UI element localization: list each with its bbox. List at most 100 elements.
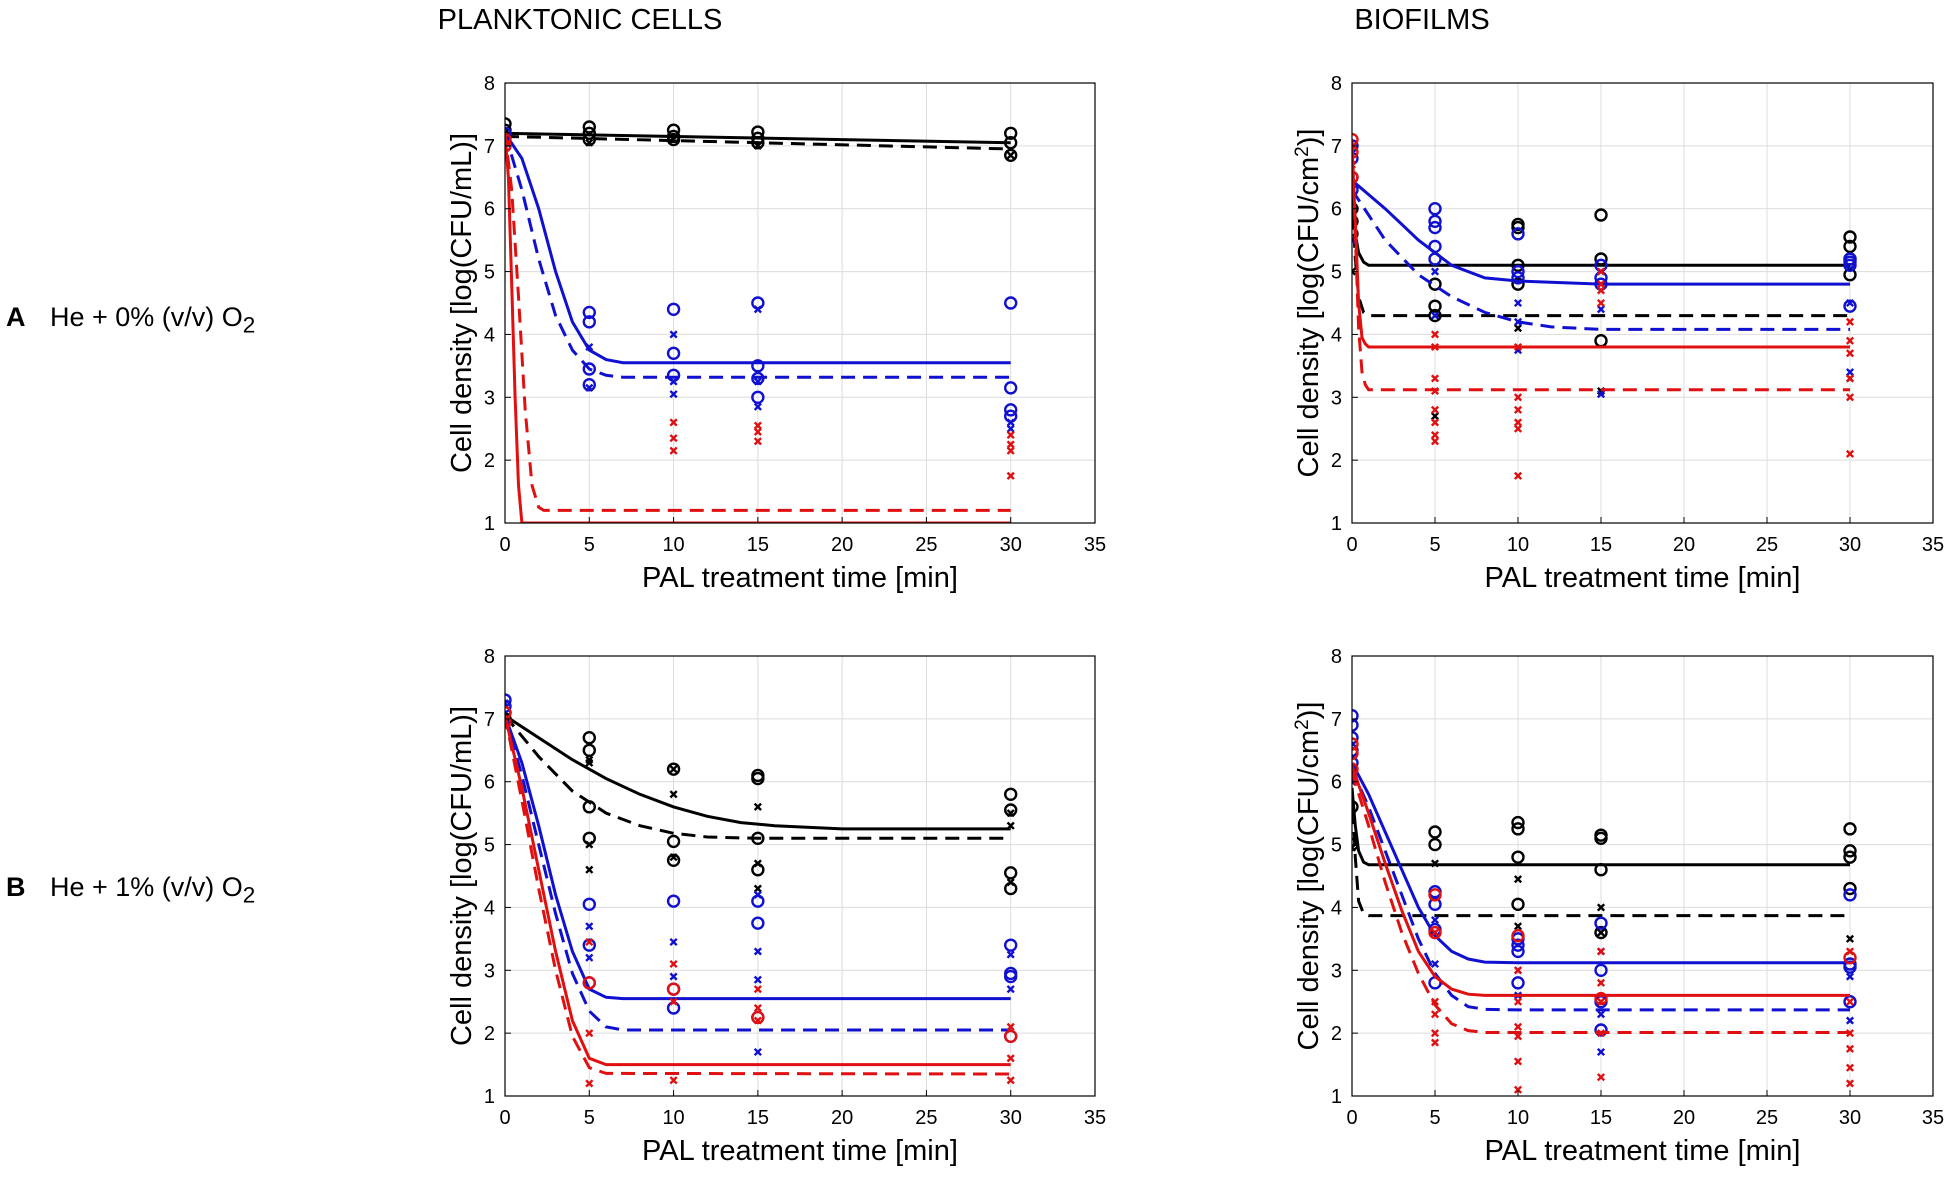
data-point-circle-blue — [1843, 960, 1857, 974]
data-point-cross-blue — [1845, 368, 1855, 377]
data-point-cross-red — [753, 985, 762, 994]
data-point-cross-blue — [753, 975, 762, 984]
data-point-cross-red — [1430, 430, 1440, 440]
y-tick-label: 6 — [484, 772, 495, 794]
data-point-cross-red — [1845, 947, 1855, 956]
data-point-cross-black — [753, 141, 762, 150]
data-point-cross-black — [669, 765, 678, 774]
data-point-circle-blue — [1511, 976, 1525, 990]
data-point-circle-red — [1428, 888, 1442, 902]
data-point-cross-black — [1352, 267, 1357, 276]
data-point-circle-blue — [1428, 202, 1442, 216]
data-point-cross-black — [1596, 903, 1606, 912]
data-point-circle-blue — [1428, 252, 1442, 266]
data-point-circle-blue — [751, 359, 765, 373]
row-label-a: A He + 0% (v/v) O2 — [6, 302, 255, 338]
data-point-circle-blue — [505, 699, 512, 713]
data-point-circle-black — [1352, 800, 1359, 814]
data-point-cross-red — [1596, 997, 1606, 1006]
data-point-cross-blue — [753, 1047, 762, 1057]
fit-curve-red-solid — [1352, 765, 1850, 997]
data-point-circle-blue — [751, 390, 765, 404]
data-point-circle-black — [1004, 866, 1018, 880]
column-title-biofilms: BIOFILMS — [1354, 4, 1490, 36]
data-point-circle-black — [1511, 277, 1525, 291]
x-tick-label: 25 — [915, 1107, 937, 1129]
fit-curve-blue-dashed — [1352, 189, 1850, 331]
data-point-circle-red — [1511, 929, 1525, 943]
data-point-circle-black — [582, 743, 596, 757]
data-point-cross-red — [1845, 336, 1855, 345]
fit-curve-blue-dashed — [505, 715, 1011, 1032]
data-point-circle-red — [1594, 991, 1608, 1006]
data-point-circle-black — [1594, 831, 1608, 845]
data-point-cross-blue — [1006, 950, 1015, 959]
x-tick-label: 20 — [1673, 1107, 1695, 1129]
data-point-cross-red — [1513, 1057, 1523, 1066]
y-tick-label: 4 — [1331, 897, 1342, 919]
x-tick-label: 30 — [1000, 534, 1022, 556]
data-point-circle-red — [1352, 145, 1359, 159]
y-tick-label: 6 — [1331, 772, 1342, 794]
plot-area — [1352, 656, 1933, 1096]
y-axis-title: Cell density [log(CFU/cm2)] — [1292, 129, 1325, 478]
data-point-circle-blue — [751, 916, 765, 930]
fit-curve-red-dashed — [505, 133, 1011, 512]
data-point-circle-black — [1843, 239, 1857, 254]
x-tick-label: 35 — [1922, 534, 1944, 556]
y-tick-label: 3 — [484, 960, 495, 982]
y-axis-title-close: )] — [1293, 702, 1325, 720]
data-point-circle-blue — [666, 302, 681, 316]
data-point-cross-red — [1513, 405, 1523, 414]
data-point-circle-black — [582, 120, 596, 134]
data-point-cross-red — [1513, 424, 1523, 433]
data-point-circle-blue — [1428, 239, 1442, 254]
plot-area — [505, 656, 1095, 1096]
data-point-cross-red — [1006, 446, 1015, 455]
data-point-cross-red — [1845, 1079, 1855, 1088]
data-point-cross-blue — [585, 922, 594, 931]
data-point-cross-blue — [1845, 972, 1855, 981]
y-tick-label: 4 — [484, 897, 495, 919]
data-point-circle-blue — [1004, 938, 1018, 952]
data-point-cross-black — [669, 853, 678, 862]
data-point-circle-black — [1004, 148, 1018, 162]
y-tick-label: 5 — [484, 835, 495, 857]
y-axis-title-superscript: 2 — [1292, 146, 1313, 157]
y-tick-label: 3 — [1331, 960, 1342, 982]
data-point-cross-red — [1596, 947, 1606, 956]
data-layer — [505, 117, 1018, 523]
data-point-circle-blue — [1511, 938, 1525, 952]
data-point-circle-blue — [1004, 381, 1018, 395]
x-tick-label: 15 — [1590, 534, 1612, 556]
data-point-circle-blue — [1594, 916, 1608, 930]
data-point-circle-red — [1352, 746, 1359, 761]
data-point-circle-black — [666, 853, 681, 867]
data-point-circle-blue — [1594, 1023, 1608, 1037]
data-point-cross-red — [1006, 440, 1015, 449]
data-point-cross-black — [585, 840, 594, 849]
x-tick-label: 20 — [831, 1107, 853, 1129]
data-point-circle-blue — [1511, 264, 1525, 279]
data-layer — [505, 693, 1018, 1088]
data-point-circle-black — [1843, 822, 1857, 836]
data-point-cross-black — [753, 859, 762, 868]
data-point-circle-blue — [1843, 299, 1857, 313]
data-point-cross-black — [585, 758, 594, 767]
data-point-circle-blue — [582, 315, 596, 329]
data-point-cross-red — [1845, 374, 1855, 383]
data-point-cross-blue — [669, 972, 678, 981]
data-point-cross-black — [1845, 934, 1855, 943]
y-tick-label: 5 — [1331, 262, 1342, 284]
data-point-circle-red — [666, 982, 681, 996]
x-tick-label: 15 — [747, 1107, 769, 1129]
x-tick-label: 30 — [1839, 1107, 1861, 1129]
data-point-circle-blue — [1352, 756, 1359, 770]
data-point-cross-black — [585, 138, 594, 147]
x-tick-label: 30 — [1000, 1107, 1022, 1129]
y-axis-title-superscript: 2 — [1292, 719, 1313, 730]
data-point-cross-red — [1430, 1010, 1440, 1019]
data-point-cross-black — [669, 135, 678, 144]
data-point-cross-blue — [1845, 1016, 1855, 1025]
data-point-circle-blue — [1594, 963, 1608, 977]
